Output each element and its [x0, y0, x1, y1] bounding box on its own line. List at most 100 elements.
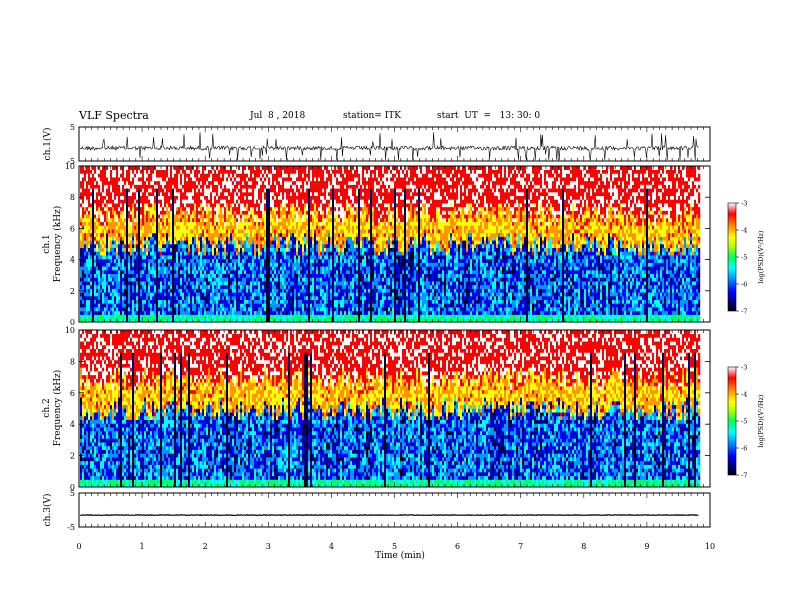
spectrogram-cell	[176, 307, 179, 312]
spectrogram-cell	[246, 236, 249, 241]
spectrogram-cell	[104, 229, 107, 234]
spectrogram-cell	[122, 277, 125, 282]
spectrogram-cell	[194, 270, 197, 275]
spectrogram-cell	[254, 192, 257, 197]
spectrogram-cell	[126, 281, 129, 286]
spectrogram-cell	[238, 214, 241, 219]
spectrogram-cell	[140, 281, 143, 286]
spectrogram-cell	[102, 177, 105, 182]
spectrogram-cell	[302, 292, 305, 297]
spectrogram-cell	[232, 288, 235, 293]
spectrogram-cell	[268, 292, 271, 297]
spectrogram-cell	[172, 203, 175, 208]
spectrogram-cell	[80, 258, 83, 263]
spectrogram-cell	[154, 166, 157, 171]
spectrogram-cell	[192, 244, 195, 249]
spectrogram-cell	[114, 314, 117, 319]
spectrogram-cell	[284, 240, 287, 245]
spectrogram-cell	[84, 303, 87, 308]
spectrogram-cell	[292, 288, 295, 293]
spectrogram-cell	[252, 314, 255, 319]
spectrogram-cell	[142, 273, 145, 278]
spectrogram-cell	[116, 270, 119, 275]
spectrogram-cell	[196, 266, 199, 271]
spectrogram-cell	[132, 247, 135, 252]
spectrogram-cell	[250, 318, 253, 323]
spectrogram-cell	[258, 229, 261, 234]
spectrogram-cell	[292, 314, 295, 319]
spectrogram-cell	[156, 166, 159, 171]
spectrogram-cell	[136, 206, 139, 211]
spectrogram-cell	[106, 192, 109, 197]
spectrogram-cell	[230, 166, 233, 171]
spectrogram-cell	[156, 299, 159, 304]
spectrogram-cell	[210, 236, 213, 241]
spectrogram-cell	[270, 214, 273, 219]
spectrogram-cell	[126, 262, 129, 267]
spectrogram-cell	[194, 199, 197, 204]
spectrogram-cell	[94, 192, 97, 197]
spectrogram-cell	[212, 247, 215, 252]
spectrogram-cell	[280, 199, 283, 204]
spectrogram-cell	[266, 184, 269, 189]
spectrogram-cell	[298, 225, 301, 230]
spectrogram-cell	[128, 266, 131, 271]
spectrogram-cell	[114, 229, 117, 234]
spectrogram-cell	[160, 288, 163, 293]
spectrogram-cell	[148, 192, 151, 197]
spectrogram-cell	[296, 247, 299, 252]
spectrogram-cell	[178, 299, 181, 304]
spectrogram-cell	[202, 173, 205, 178]
spectrogram-cell	[254, 247, 257, 252]
spectrogram-cell	[184, 221, 187, 226]
spectrogram-cell	[220, 277, 223, 282]
spectrogram-cell	[96, 255, 99, 260]
spectrogram-cell	[226, 184, 229, 189]
spectrogram-cell	[266, 180, 269, 185]
spectrogram-cell	[256, 169, 259, 174]
spectrogram-cell	[200, 180, 203, 185]
spectrogram-cell	[172, 214, 175, 219]
spectrogram-cell	[158, 310, 161, 315]
spectrogram-cell	[188, 180, 191, 185]
spectrogram-cell	[108, 244, 111, 249]
spectrogram-cell	[214, 203, 217, 208]
spectrogram-cell	[158, 255, 161, 260]
spectrogram-cell	[118, 270, 121, 275]
spectrogram-cell	[96, 232, 99, 237]
spectrogram-cell	[158, 206, 161, 211]
spectrogram-cell	[268, 262, 271, 267]
spectrogram-cell	[172, 270, 175, 275]
spectrogram-cell	[170, 277, 173, 282]
spectrogram-cell	[276, 299, 279, 304]
spectrogram-cell	[220, 296, 223, 301]
spectrogram-cell	[216, 199, 219, 204]
spectrogram-cell	[282, 188, 285, 193]
spectrogram-cell	[252, 206, 255, 211]
spectrogram-cell	[232, 169, 235, 174]
spectrogram-cell	[218, 188, 221, 193]
spectrogram-cell	[240, 166, 243, 171]
spectrogram-cell	[118, 288, 121, 293]
spectrogram-cell	[220, 225, 223, 230]
spectrogram-cell	[216, 232, 219, 237]
spectrogram-cell	[158, 232, 161, 237]
spectrogram-cell	[174, 240, 177, 245]
spectrogram-cell	[302, 240, 305, 245]
spectrogram-cell	[166, 310, 169, 315]
spectrogram-cell	[118, 236, 121, 241]
spectrogram-cell	[286, 244, 289, 249]
spectrogram-cell	[268, 225, 271, 230]
spectrogram-cell	[190, 195, 193, 200]
spectrogram-cell	[238, 166, 241, 171]
spectrogram-cell	[194, 288, 197, 293]
spectrogram-cell	[194, 195, 197, 200]
spectrogram-cell	[140, 244, 143, 249]
spectrogram-cell	[130, 284, 133, 289]
spectrogram-cell	[280, 232, 283, 237]
spectrogram-cell	[184, 192, 187, 197]
spectrogram-cell	[238, 169, 241, 174]
spectrogram-cell	[276, 296, 279, 301]
spectrogram-cell	[300, 266, 303, 271]
